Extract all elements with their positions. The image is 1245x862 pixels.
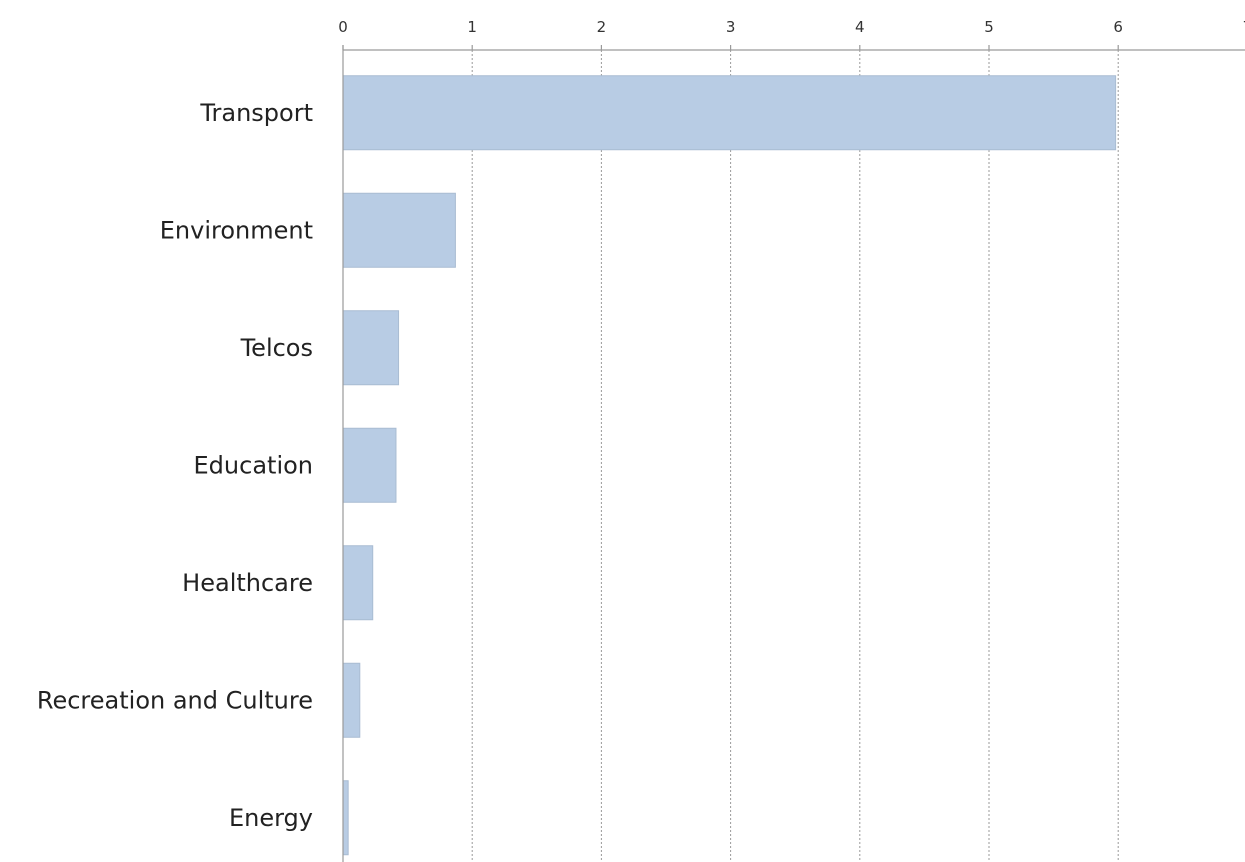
category-labels: Transport Environment Telcos Education Healt… bbox=[37, 99, 313, 832]
x-tick-label: 6 bbox=[1113, 18, 1123, 36]
axes bbox=[342, 45, 1245, 862]
category-label: Environment bbox=[160, 216, 313, 244]
category-label: Energy bbox=[229, 804, 313, 832]
bar-education bbox=[342, 427, 397, 503]
category-label: Telcos bbox=[240, 334, 313, 362]
bar-recreation-and-culture bbox=[342, 662, 361, 738]
category-label: Transport bbox=[199, 99, 313, 127]
bars bbox=[342, 75, 1117, 856]
x-tick-label: 4 bbox=[855, 18, 865, 36]
bar-transport bbox=[342, 75, 1117, 151]
x-tick-labels: 0 1 2 3 4 5 6 7 bbox=[338, 18, 1245, 36]
x-tick-label: 3 bbox=[726, 18, 736, 36]
category-label: Education bbox=[194, 451, 313, 479]
bar-healthcare bbox=[342, 545, 374, 621]
bar-energy bbox=[342, 780, 349, 856]
gridlines bbox=[471, 50, 1119, 862]
x-tick-label: 2 bbox=[597, 18, 607, 36]
x-tick-label: 1 bbox=[467, 18, 477, 36]
x-tick-label: 7 bbox=[1243, 18, 1245, 36]
category-label: Recreation and Culture bbox=[37, 686, 313, 714]
bar-environment bbox=[342, 192, 456, 268]
bar-telcos bbox=[342, 310, 400, 386]
x-tick-label: 5 bbox=[984, 18, 994, 36]
x-tick-label: 0 bbox=[338, 18, 348, 36]
category-label: Healthcare bbox=[182, 569, 313, 597]
